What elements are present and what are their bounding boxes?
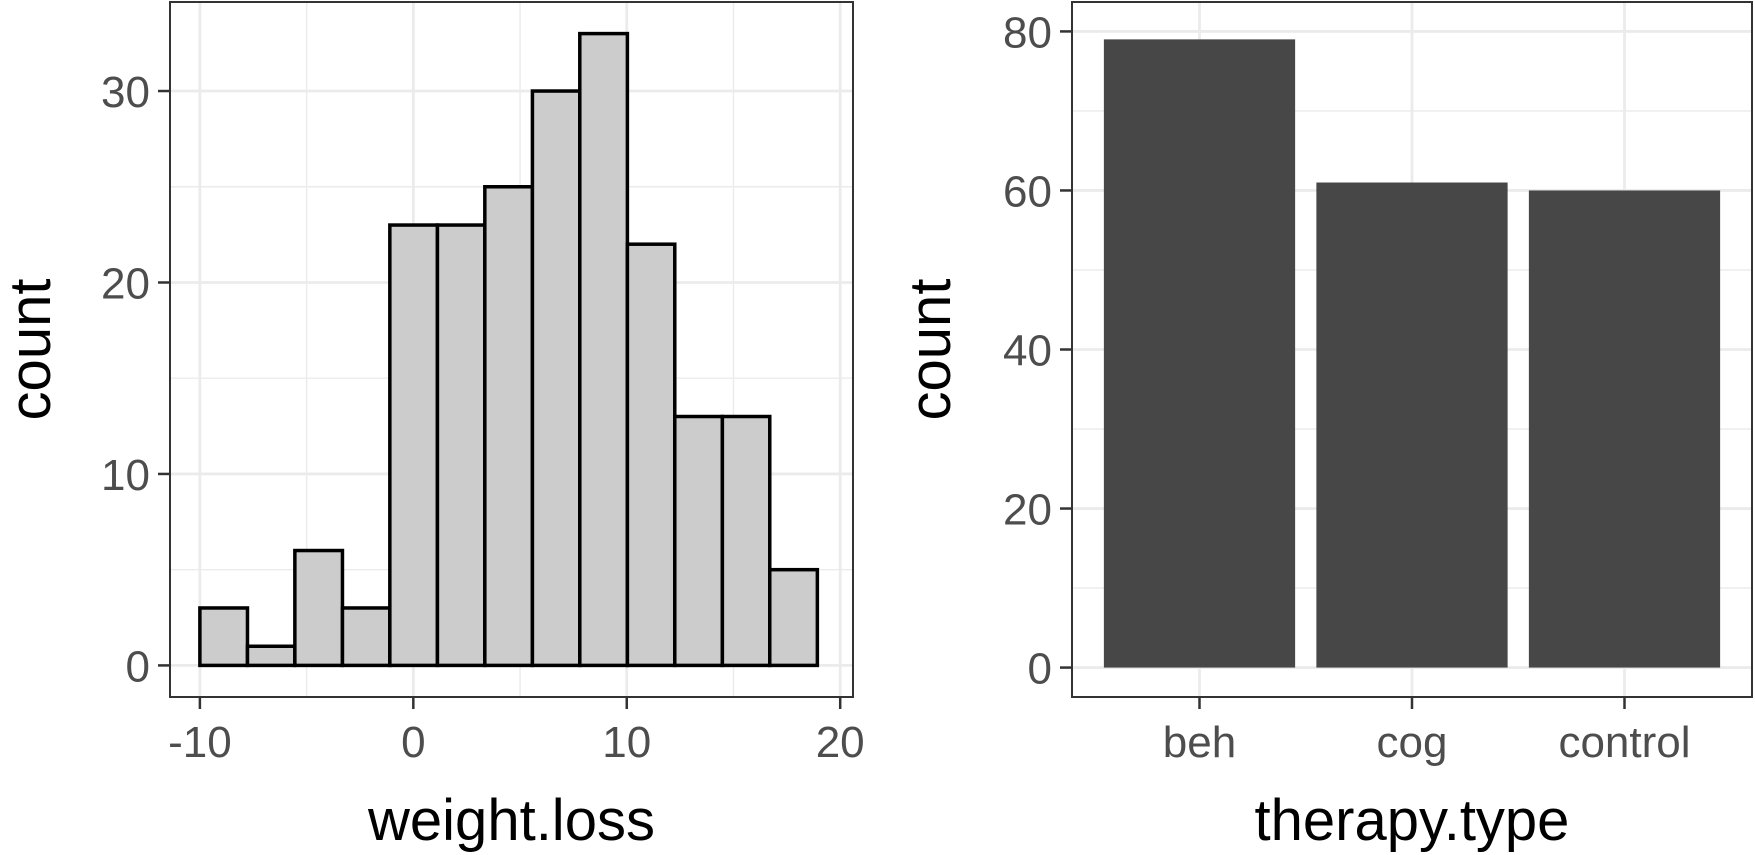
histogram-bar xyxy=(768,567,820,668)
bar-cog xyxy=(1316,182,1508,668)
x-tick-label: cog xyxy=(1377,718,1448,767)
histogram-bar xyxy=(530,89,582,668)
histogram-bar xyxy=(578,31,630,668)
y-tick-label: 0 xyxy=(1028,645,1052,694)
panel-border xyxy=(169,1,854,698)
histogram-bar xyxy=(388,223,440,668)
histogram-bar xyxy=(720,414,772,668)
x-axis-title: weight.loss xyxy=(367,788,655,853)
x-tick-label: control xyxy=(1558,718,1690,767)
histogram-bar xyxy=(625,242,677,668)
histogram-bar xyxy=(245,644,297,668)
y-tick-label: 10 xyxy=(101,451,150,500)
x-tick-label: beh xyxy=(1163,718,1236,767)
histogram-bar xyxy=(483,185,535,668)
histogram-bar xyxy=(293,548,345,668)
x-tick-label: 0 xyxy=(401,718,425,767)
y-tick-label: 20 xyxy=(1003,486,1052,535)
histogram-bar xyxy=(673,414,725,668)
y-tick-label: 40 xyxy=(1003,327,1052,376)
bar-beh xyxy=(1103,39,1296,668)
y-tick-label: 60 xyxy=(1003,167,1052,216)
y-tick-label: 30 xyxy=(101,68,150,117)
bar-control xyxy=(1528,190,1721,668)
y-axis-title: count xyxy=(0,279,63,421)
x-tick-label: 10 xyxy=(602,718,651,767)
histogram-panel: 0 10 20 30 -10 0 10 20 weight.loss count xyxy=(0,1,865,853)
x-tick-label: -10 xyxy=(168,718,232,767)
histogram-bar xyxy=(340,606,392,668)
x-tick-label: 20 xyxy=(816,718,865,767)
y-tick-label: 80 xyxy=(1003,8,1052,57)
histogram-bar xyxy=(435,223,487,668)
y-tick-label: 0 xyxy=(126,642,150,691)
y-axis-title: count xyxy=(898,279,963,421)
y-tick-label: 20 xyxy=(101,259,150,308)
histogram-bar xyxy=(198,606,250,668)
x-axis-title: therapy.type xyxy=(1255,788,1570,853)
bar-chart-panel: 0 20 40 60 80 beh cog control therapy.type count xyxy=(898,1,1753,853)
